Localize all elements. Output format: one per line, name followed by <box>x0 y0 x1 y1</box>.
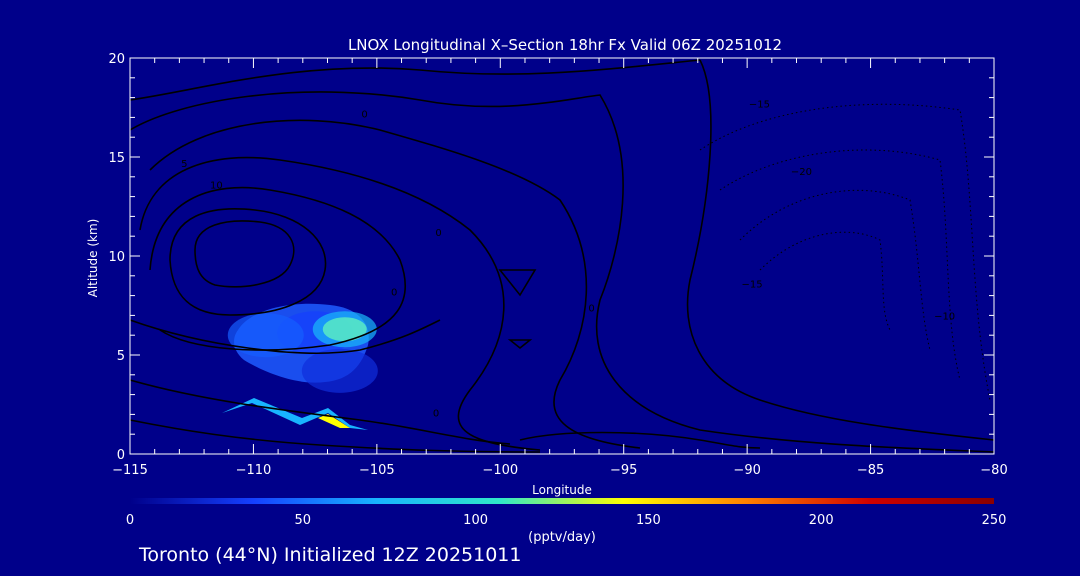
heat-cell <box>227 313 304 358</box>
x-tick-label: −105 <box>359 463 395 478</box>
chart-title: LNOX Longitudinal X–Section 18hr Fx Vali… <box>348 36 782 54</box>
heat-core <box>322 317 367 342</box>
y-axis-label: Altitude (km) <box>86 219 100 298</box>
x-axis: −115 −110 −105 −100 −95 −90 −85 −80 <box>112 58 1008 478</box>
colorbar-label: (pptv/day) <box>528 530 596 545</box>
x-tick-label: −80 <box>980 463 1007 478</box>
contour-layer <box>129 59 995 453</box>
y-tick-label: 0 <box>117 448 125 463</box>
contour-line <box>129 59 995 441</box>
contour-line <box>519 431 761 449</box>
contour-line-negative <box>719 149 961 381</box>
colorbar-tick-label: 100 <box>463 513 488 528</box>
contour-label: −15 <box>742 280 763 291</box>
contour-label: 10 <box>210 181 223 192</box>
contour-line <box>129 319 441 354</box>
y-tick-label: 5 <box>117 349 125 364</box>
contour-label: 0 <box>391 288 397 299</box>
heat-streak <box>222 398 368 430</box>
contour-line <box>507 339 533 350</box>
y-tick-label: 15 <box>108 151 125 166</box>
colorbar-tick-label: 0 <box>126 513 134 528</box>
colorbar-tick-label: 150 <box>636 513 661 528</box>
contour-line-negative <box>739 189 931 351</box>
contour-line <box>129 419 541 453</box>
x-tick-label: −100 <box>482 463 518 478</box>
x-tick-label: −115 <box>112 463 148 478</box>
y-tick-label: 20 <box>108 52 125 67</box>
colorbar <box>130 498 994 504</box>
colorbar-tick-label: 200 <box>809 513 834 528</box>
contour-line <box>149 119 641 449</box>
contour-line <box>129 91 995 453</box>
contour-label: 0 <box>588 303 594 314</box>
contour-line <box>139 156 541 451</box>
contour-label: 0 <box>433 408 439 419</box>
plot-frame <box>129 57 995 455</box>
heat-streak-peak <box>318 414 350 428</box>
x-tick-label: −90 <box>733 463 760 478</box>
contour-line-negative <box>759 231 891 331</box>
contour-label: −15 <box>749 100 770 111</box>
contour-label: −10 <box>934 311 955 322</box>
x-tick-label: −95 <box>610 463 637 478</box>
contour-label: 0 <box>435 228 441 239</box>
y-tick-label: 10 <box>108 250 125 265</box>
colorbar-tick-label: 250 <box>982 513 1007 528</box>
colorbar-tick-label: 50 <box>295 513 312 528</box>
footer-caption: Toronto (44°N) Initialized 12Z 20251011 <box>138 544 522 566</box>
contour-line <box>129 379 511 445</box>
y-axis: 0 5 10 15 20 <box>108 52 994 463</box>
x-tick-label: −110 <box>236 463 272 478</box>
contour-label: 5 <box>181 159 187 170</box>
contour-label: −20 <box>791 167 812 178</box>
contour-line <box>498 269 537 297</box>
contour-line <box>194 220 295 288</box>
heat-cell <box>301 348 378 393</box>
x-tick-label: −85 <box>857 463 884 478</box>
contour-line <box>169 208 327 316</box>
heat-layer <box>222 303 378 430</box>
contour-labels: 0 5 10 0 0 0 0 −15 −20 −15 −10 <box>181 100 955 420</box>
contour-label: 0 <box>361 109 367 120</box>
x-axis-label: Longitude <box>532 483 592 497</box>
contour-line-negative <box>699 103 991 401</box>
colorbar-ticks: 0 50 100 150 200 250 <box>126 513 1007 528</box>
